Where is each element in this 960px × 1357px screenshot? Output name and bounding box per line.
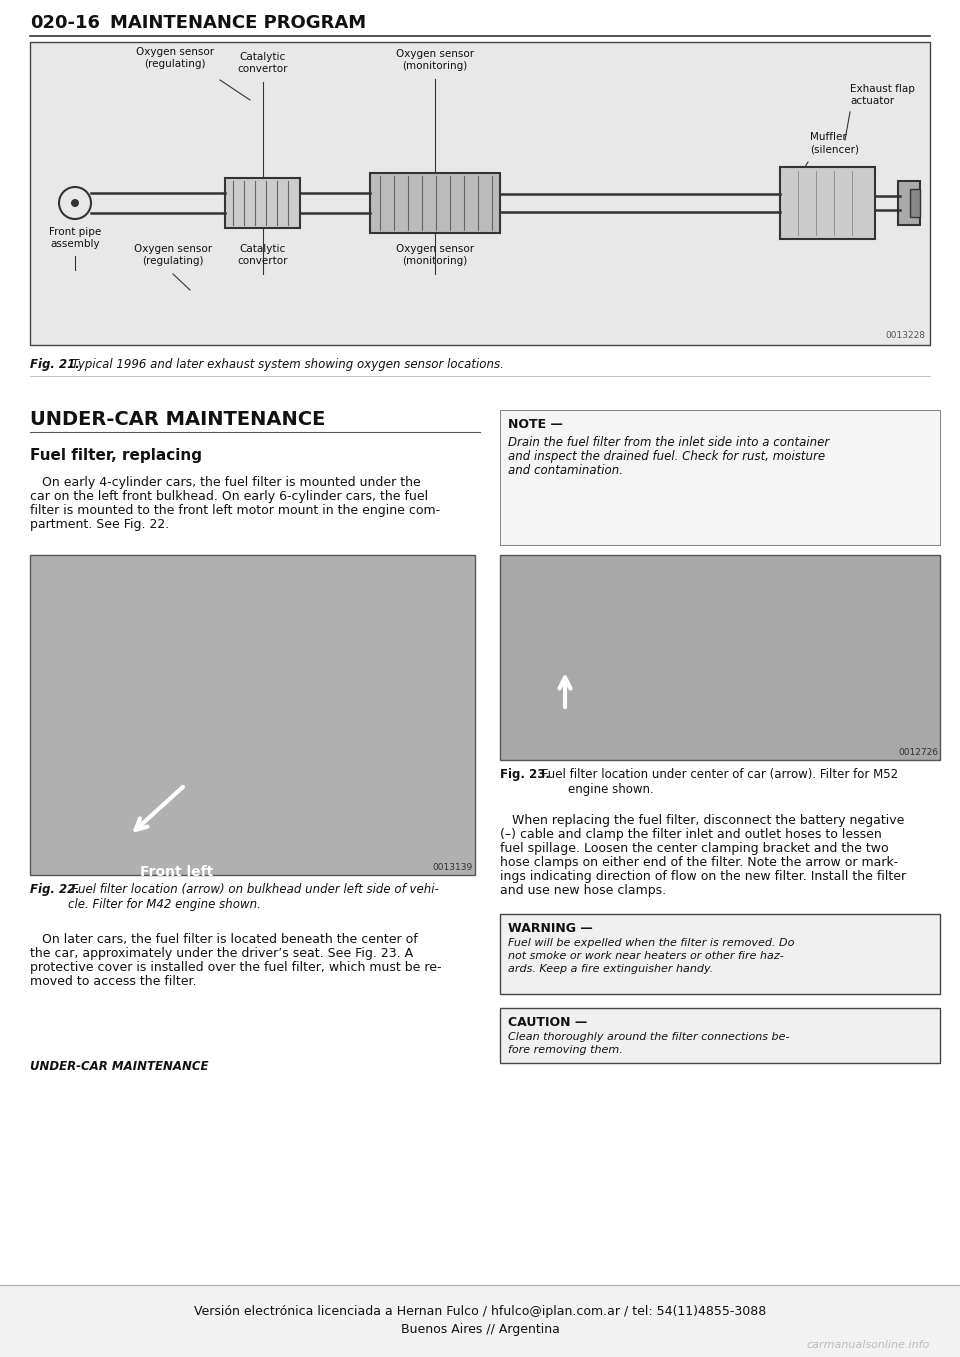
Circle shape	[71, 199, 79, 208]
Text: actuator: actuator	[850, 96, 894, 106]
Text: UNDER-CAR MAINTENANCE: UNDER-CAR MAINTENANCE	[30, 1060, 208, 1073]
Text: Clean thoroughly around the filter connections be-: Clean thoroughly around the filter conne…	[508, 1033, 789, 1042]
Text: and inspect the drained fuel. Check for rust, moisture: and inspect the drained fuel. Check for …	[508, 451, 826, 463]
Text: Oxygen sensor: Oxygen sensor	[136, 47, 214, 57]
Text: Oxygen sensor: Oxygen sensor	[396, 244, 474, 254]
Bar	[910, 189, 920, 217]
Text: Fig. 23.: Fig. 23.	[500, 768, 550, 782]
Text: car on the left front bulkhead. On early 6-cylinder cars, the fuel: car on the left front bulkhead. On early…	[30, 490, 428, 503]
Text: NOTE —: NOTE —	[508, 418, 563, 432]
Text: fore removing them.: fore removing them.	[508, 1045, 623, 1054]
Text: filter is mounted to the front left motor mount in the engine com-: filter is mounted to the front left moto…	[30, 503, 440, 517]
Bar	[225, 178, 300, 228]
Text: (regulating): (regulating)	[142, 256, 204, 266]
Text: MAINTENANCE PROGRAM: MAINTENANCE PROGRAM	[110, 14, 366, 33]
Text: Buenos Aires // Argentina: Buenos Aires // Argentina	[400, 1323, 560, 1337]
Text: Drain the fuel filter from the inlet side into a container: Drain the fuel filter from the inlet sid…	[508, 436, 829, 449]
Text: not smoke or work near heaters or other fire haz-: not smoke or work near heaters or other …	[508, 951, 783, 961]
Text: Muffler: Muffler	[810, 132, 847, 142]
Text: fuel spillage. Loosen the center clamping bracket and the two: fuel spillage. Loosen the center clampin…	[500, 841, 889, 855]
Text: control arm: control arm	[140, 881, 231, 896]
Text: Versión electrónica licenciada a Hernan Fulco / hfulco@iplan.com.ar / tel: 54(11: Versión electrónica licenciada a Hernan …	[194, 1305, 766, 1318]
Text: (–) cable and clamp the filter inlet and outlet hoses to lessen: (–) cable and clamp the filter inlet and…	[500, 828, 881, 841]
Bar	[500, 915, 940, 993]
Text: Catalytic: Catalytic	[240, 244, 286, 254]
Text: On later cars, the fuel filter is located beneath the center of: On later cars, the fuel filter is locate…	[30, 934, 418, 946]
Text: Fuel filter location (arrow) on bulkhead under left side of vehi-
cle. Filter fo: Fuel filter location (arrow) on bulkhead…	[68, 883, 439, 911]
Text: 0013228: 0013228	[885, 331, 925, 341]
Text: Oxygen sensor: Oxygen sensor	[134, 244, 212, 254]
Text: (silencer): (silencer)	[810, 144, 859, 153]
Bar	[0, 1285, 960, 1357]
Bar	[500, 555, 940, 760]
Text: protective cover is installed over the fuel filter, which must be re-: protective cover is installed over the f…	[30, 961, 442, 974]
Text: carmanualsonline.info: carmanualsonline.info	[806, 1339, 930, 1350]
Text: Exhaust flap: Exhaust flap	[850, 84, 915, 94]
Text: When replacing the fuel filter, disconnect the battery negative: When replacing the fuel filter, disconne…	[500, 814, 904, 826]
Bar	[370, 172, 500, 233]
Text: and use new hose clamps.: and use new hose clamps.	[500, 883, 666, 897]
Text: ings indicating direction of flow on the new filter. Install the filter: ings indicating direction of flow on the…	[500, 870, 906, 883]
Bar	[500, 410, 940, 546]
Text: WARNING —: WARNING —	[508, 921, 592, 935]
Text: Fuel will be expelled when the filter is removed. Do: Fuel will be expelled when the filter is…	[508, 938, 794, 949]
Text: Fuel filter location under center of car (arrow). Filter for M52
        engine : Fuel filter location under center of car…	[538, 768, 899, 797]
Text: Typical 1996 and later exhaust system showing oxygen sensor locations.: Typical 1996 and later exhaust system sh…	[68, 358, 504, 370]
Text: UNDER-CAR MAINTENANCE: UNDER-CAR MAINTENANCE	[30, 410, 325, 429]
Bar	[780, 167, 875, 239]
Text: and contamination.: and contamination.	[508, 464, 623, 478]
Text: (monitoring): (monitoring)	[402, 256, 468, 266]
Text: Fig. 22.: Fig. 22.	[30, 883, 80, 896]
Text: 0013139: 0013139	[433, 863, 473, 873]
Text: partment. See Fig. 22.: partment. See Fig. 22.	[30, 518, 169, 531]
Text: convertor: convertor	[238, 256, 288, 266]
Bar	[30, 42, 930, 345]
Text: Oxygen sensor: Oxygen sensor	[396, 49, 474, 58]
Text: assembly: assembly	[50, 239, 100, 248]
Text: hose clamps on either end of the filter. Note the arrow or mark-: hose clamps on either end of the filter.…	[500, 856, 899, 868]
Text: Fig. 21.: Fig. 21.	[30, 358, 80, 370]
Text: CAUTION —: CAUTION —	[508, 1016, 588, 1029]
Bar	[500, 1008, 940, 1063]
Bar	[898, 180, 920, 225]
Text: Front pipe: Front pipe	[49, 227, 101, 237]
Text: 0012726: 0012726	[898, 748, 938, 757]
Text: (monitoring): (monitoring)	[402, 61, 468, 71]
Text: convertor: convertor	[238, 64, 288, 75]
Bar	[30, 555, 475, 875]
Text: the car, approximately under the driver’s seat. See Fig. 23. A: the car, approximately under the driver’…	[30, 947, 413, 959]
Text: 020-16: 020-16	[30, 14, 100, 33]
Text: On early 4-cylinder cars, the fuel filter is mounted under the: On early 4-cylinder cars, the fuel filte…	[30, 476, 420, 489]
Text: Front left: Front left	[140, 864, 213, 879]
Text: Catalytic: Catalytic	[240, 52, 286, 62]
Text: moved to access the filter.: moved to access the filter.	[30, 974, 197, 988]
Text: ards. Keep a fire extinguisher handy.: ards. Keep a fire extinguisher handy.	[508, 963, 713, 974]
Text: (regulating): (regulating)	[144, 58, 205, 69]
Text: Fuel filter, replacing: Fuel filter, replacing	[30, 448, 202, 463]
